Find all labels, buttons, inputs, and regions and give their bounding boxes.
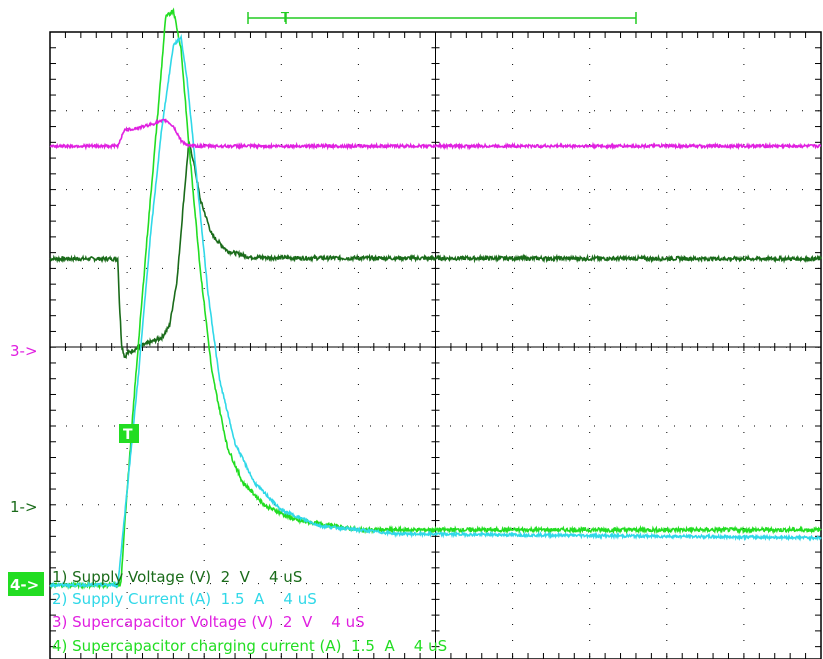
trace-channel-3 — [49, 118, 822, 151]
trigger-position-bar — [247, 12, 637, 24]
channel-1-marker: 1-> — [10, 498, 38, 516]
grid — [49, 31, 822, 659]
legend-entry-2: 2) Supply Current (A) 1.5 A 4 uS — [52, 590, 317, 608]
trace-channel-2 — [49, 33, 822, 590]
trigger-marker-label: T — [123, 427, 133, 443]
traces — [49, 7, 822, 590]
channel-4-marker: 4-> — [10, 576, 39, 594]
channel-3-marker: 3-> — [10, 342, 38, 360]
legend-entry-4: 4) Supercapacitor charging current (A) 1… — [52, 637, 447, 655]
legend-entry-1: 1) Supply Voltage (V) 2 V 4 uS — [52, 568, 302, 586]
channel-4-marker-box: 4-> — [8, 572, 44, 596]
legend: 1) Supply Voltage (V) 2 V 4 uS 2) Supply… — [52, 568, 447, 655]
trigger-marker: T — [119, 424, 139, 443]
trigger-bar-marker: T — [280, 11, 289, 26]
legend-entry-3: 3) Supercapacitor Voltage (V) 2 V 4 uS — [52, 613, 365, 631]
trace-channel-1 — [49, 141, 822, 360]
